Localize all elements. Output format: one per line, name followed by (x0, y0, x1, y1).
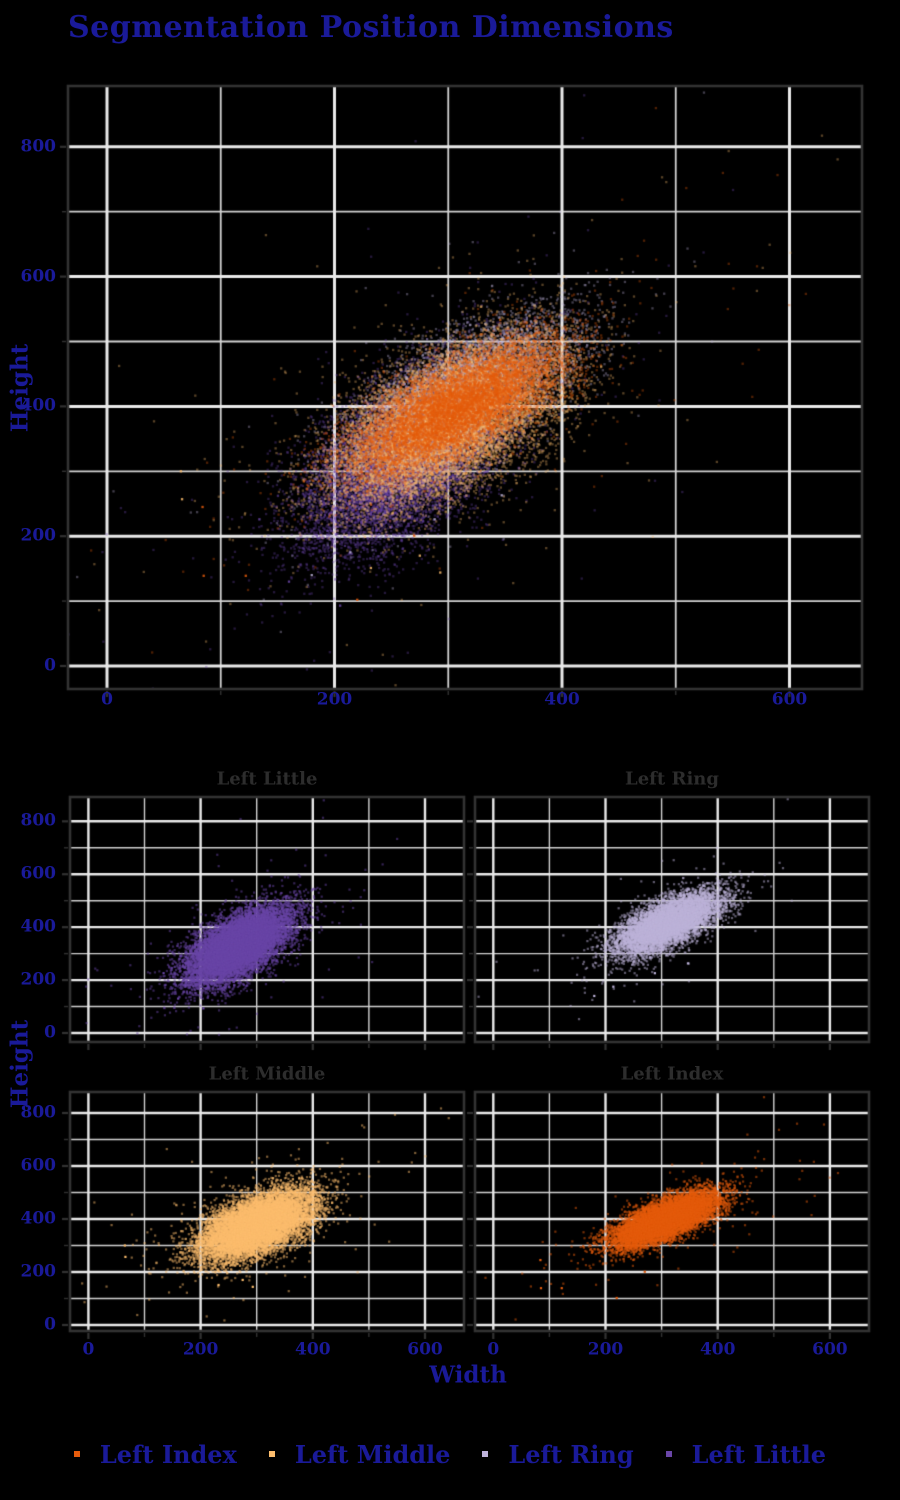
tick-label: 400 (699, 1339, 736, 1360)
facet-title-left-index: Left Index (620, 1063, 724, 1085)
tick-label: 200 (182, 1339, 219, 1360)
legend-label: Left Ring (508, 1439, 634, 1469)
legend-label: Left Middle (294, 1439, 451, 1469)
legend-label: Left Little (691, 1439, 827, 1469)
legend-marker-left-ring (482, 1451, 489, 1457)
tick-label: 200 (20, 1261, 57, 1282)
tick-label: 0 (487, 1339, 500, 1360)
tick-label: 0 (101, 689, 113, 710)
tick-label: 200 (316, 689, 353, 710)
legend-item-left-index: Left Index (73, 1439, 237, 1469)
tick-label: 600 (812, 1339, 848, 1360)
tick-label: 600 (20, 863, 57, 884)
facet-scatter-canvas-left-little (58, 787, 474, 1055)
legend-marker-left-little (665, 1451, 672, 1457)
legend-item-left-middle: Left Middle (268, 1439, 451, 1469)
tick-label: 800 (20, 810, 57, 831)
tick-label: 600 (20, 1155, 57, 1176)
tick-label: 800 (20, 136, 57, 157)
tick-label: 800 (20, 1102, 57, 1123)
tick-label: 0 (44, 1022, 56, 1043)
tick-label: 0 (44, 1314, 56, 1335)
tick-label: 600 (771, 689, 808, 710)
facet-scatter-canvas-left-index (465, 1082, 879, 1344)
main-scatter-canvas (56, 76, 872, 708)
legend-marker-left-middle (268, 1451, 275, 1457)
tick-label: 600 (20, 266, 57, 287)
facet-scatter-canvas-left-middle (58, 1082, 474, 1344)
tick-label: 400 (295, 1339, 331, 1360)
legend-label: Left Index (99, 1439, 237, 1469)
tick-label: 400 (544, 689, 580, 710)
facet-title-left-middle: Left Middle (208, 1063, 326, 1085)
tick-label: 200 (587, 1339, 624, 1360)
legend: Left Index Left Middle Left Ring Left Li… (0, 1436, 900, 1472)
tick-label: 400 (20, 1208, 57, 1229)
facet-title-left-little: Left Little (216, 768, 318, 790)
main-y-axis-label: Height (6, 343, 34, 433)
facet-title-left-ring: Left Ring (625, 768, 719, 790)
tick-label: 400 (20, 395, 57, 416)
tick-label: 200 (20, 525, 57, 546)
facet-scatter-canvas-left-ring (465, 787, 879, 1055)
tick-label: 600 (407, 1339, 443, 1360)
legend-item-left-little: Left Little (665, 1439, 827, 1469)
facet-x-axis-label: Width (429, 1361, 507, 1389)
legend-item-left-ring: Left Ring (482, 1439, 634, 1469)
figure-title: Segmentation Position Dimensions (68, 10, 674, 45)
legend-marker-left-index (73, 1451, 80, 1457)
tick-label: 200 (20, 969, 57, 990)
tick-label: 400 (20, 916, 57, 937)
tick-label: 0 (44, 655, 56, 676)
tick-label: 0 (82, 1339, 95, 1360)
